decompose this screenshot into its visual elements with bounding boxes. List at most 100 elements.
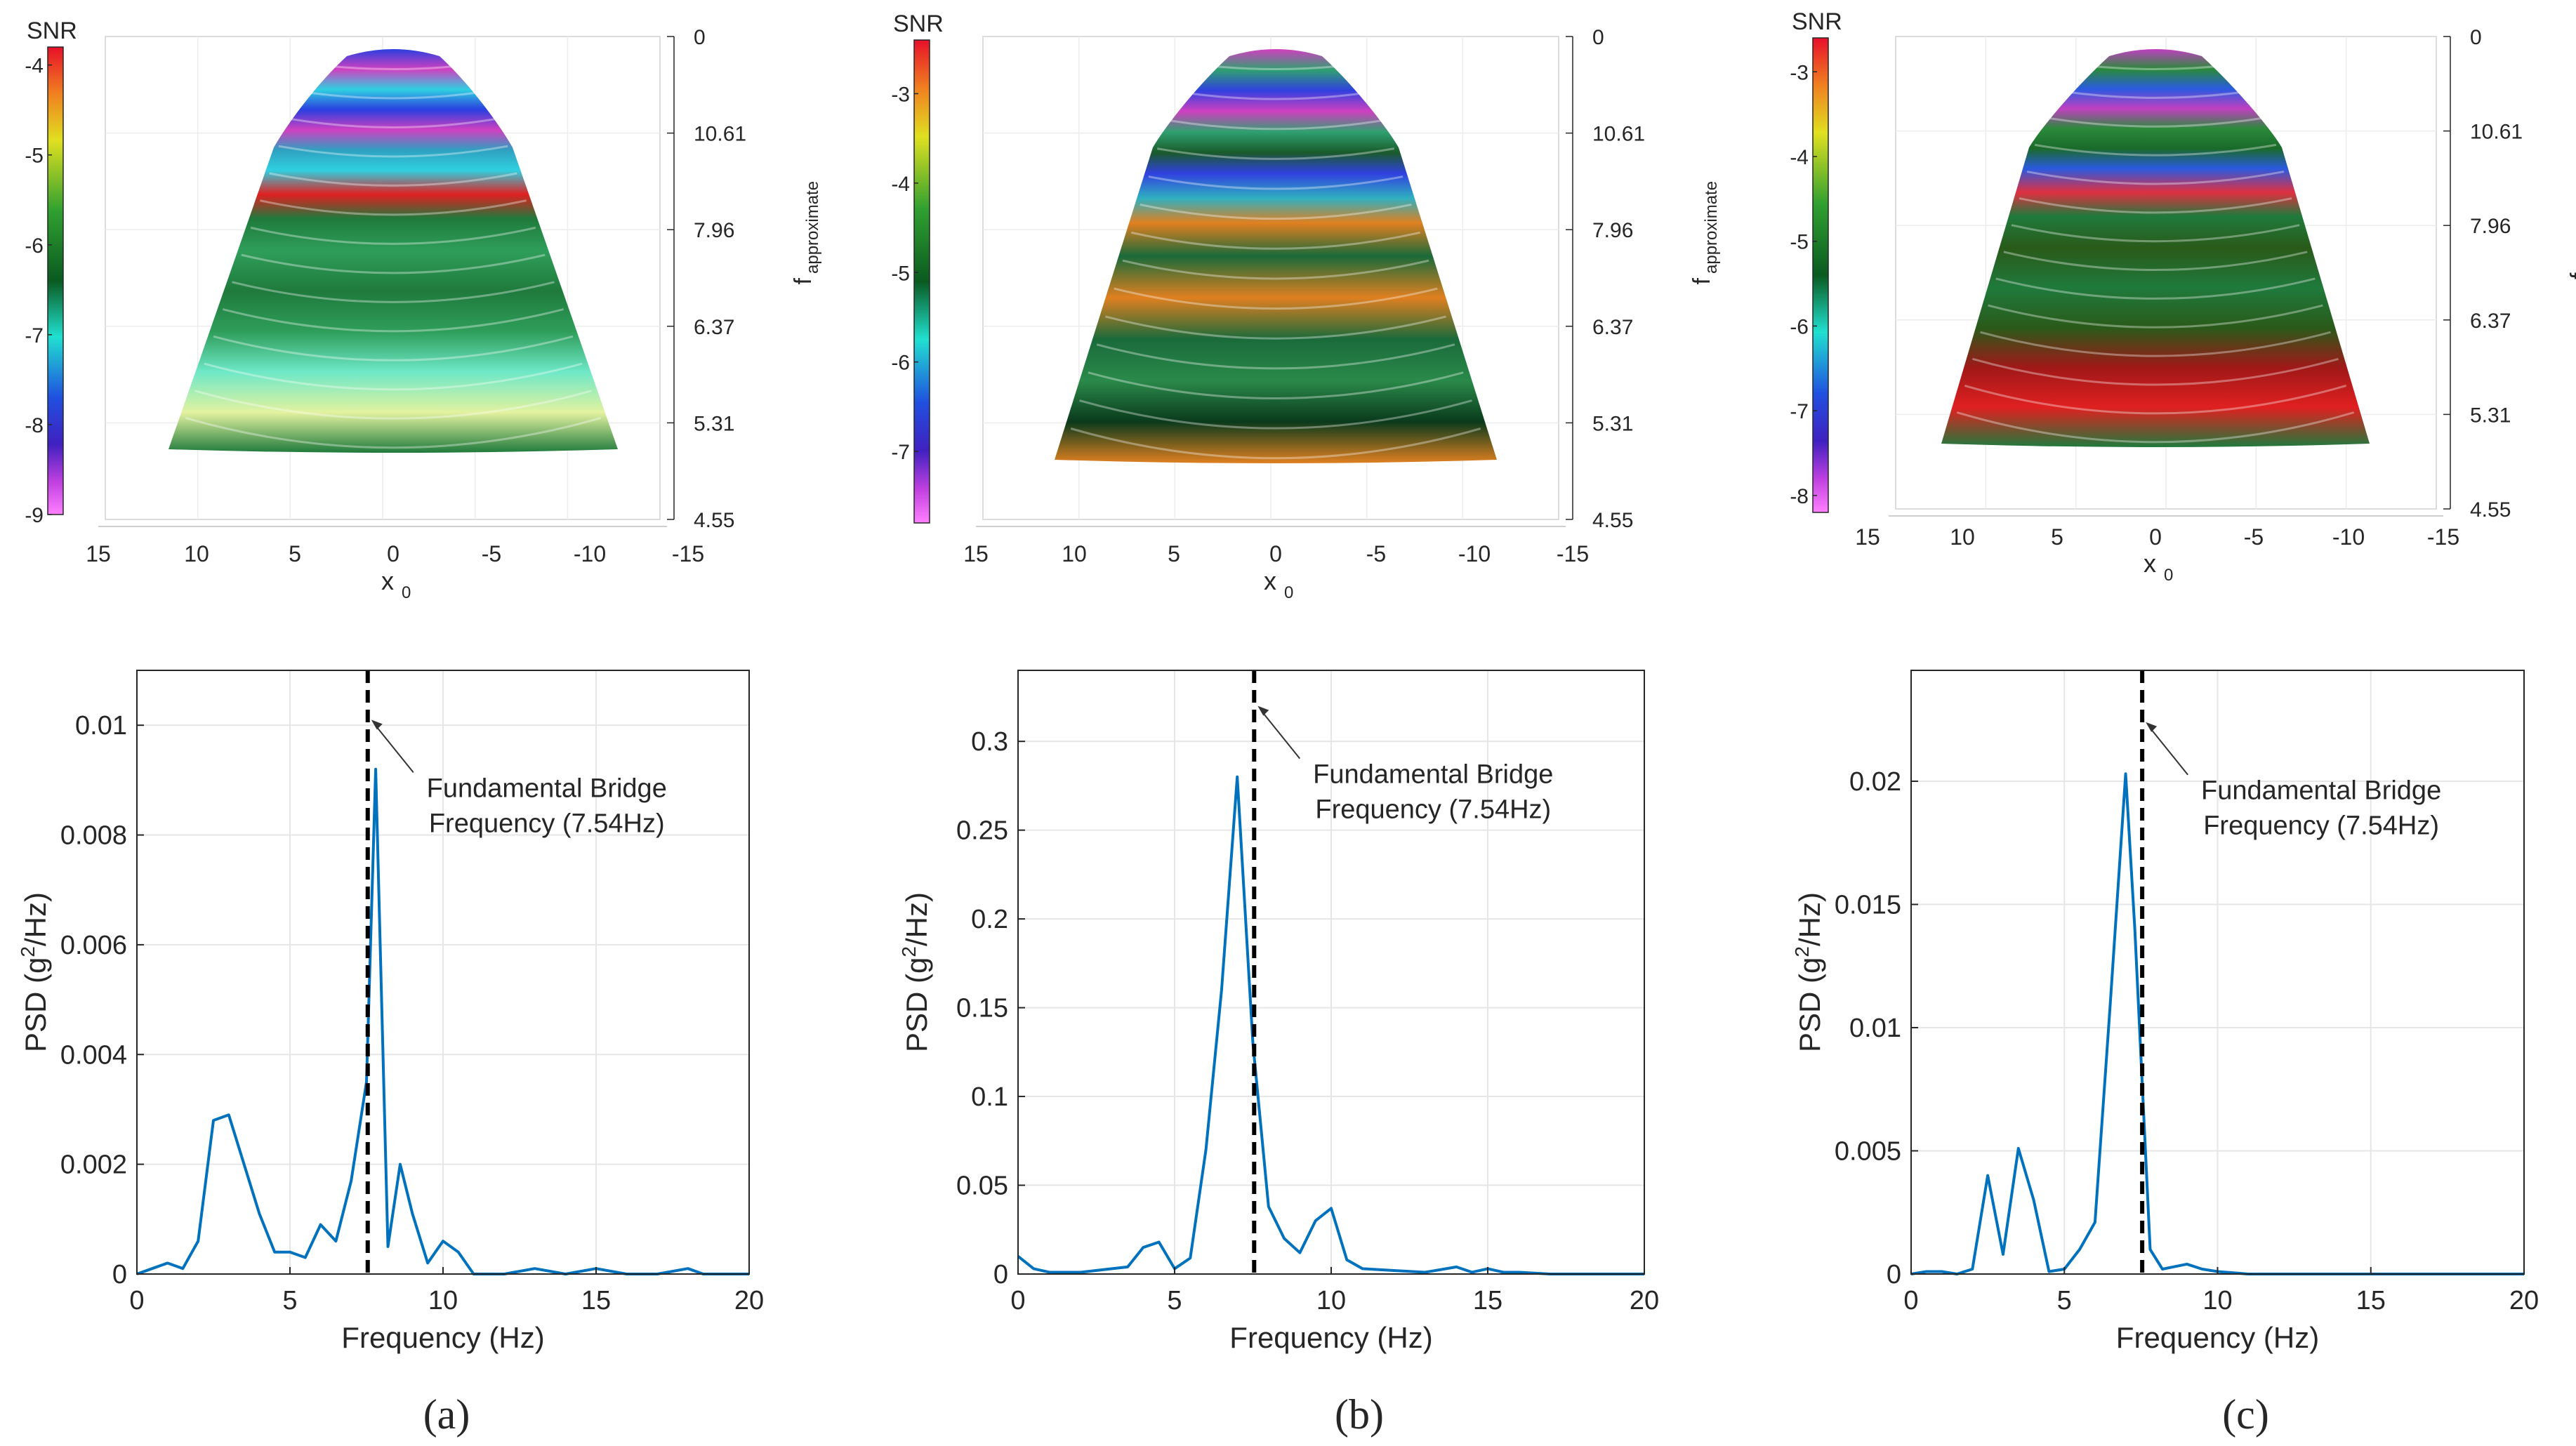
surface-mesh: [1941, 49, 2370, 447]
surface-ripple: [1197, 63, 1354, 70]
f-axis-tick-label: 10.61: [2470, 121, 2523, 144]
f-axis-tick-label: 6.37: [694, 316, 734, 339]
surface-ripple: [2011, 224, 2300, 243]
y-axis-label-tail: /Hz): [19, 892, 52, 946]
x0-axis-label-sub: 0: [402, 583, 411, 602]
colorbar-tick-label: -5: [1790, 231, 1809, 254]
x0-axis-tick-label: -5: [2244, 524, 2264, 550]
surface-ripple: [269, 172, 517, 187]
surface-ripple: [213, 335, 574, 362]
x0-axis-tick-label: 5: [1168, 541, 1180, 566]
x0-axis-label-main: x: [1264, 566, 1276, 595]
colorbar-scale: [1812, 37, 1829, 513]
f-axis-label: f approximate: [1689, 181, 1721, 285]
x0-axis-tick-label: 15: [1855, 524, 1880, 550]
surface-ripple: [1122, 259, 1429, 280]
annotation-line-2: Frequency (7.54Hz): [1315, 795, 1551, 825]
surface-ripple: [1156, 147, 1395, 160]
f-axis-tick-label: 4.55: [2470, 498, 2511, 522]
x0-axis-tick-label: 10: [184, 541, 209, 566]
f-axis-tick-label: 0: [694, 26, 706, 49]
annotation-arrow-line: [1261, 710, 1301, 760]
colorbar-tick-label: -7: [1790, 400, 1809, 423]
y-axis-label-sup: 2: [898, 946, 920, 957]
panel-label: (b): [1335, 1391, 1384, 1438]
surface-ripple: [278, 145, 508, 158]
panel-a: SNR -4 -5 -6 -7 -8 -9 0 10.61 7.96 6.37 5.31 4.55 f ap…: [17, 18, 822, 1438]
annotation-arrow-head: [371, 719, 383, 730]
surface-ripple: [1995, 277, 2316, 300]
surface-ripple: [194, 390, 592, 420]
x0-axis-tick-label: 0: [1269, 541, 1282, 566]
x0-axis-tick-label: -5: [482, 541, 501, 566]
surface-ripple: [2048, 117, 2263, 128]
colorbar-title: SNR: [893, 11, 944, 37]
colorbar-tick-label: -7: [25, 324, 44, 347]
surface-ripple: [1079, 399, 1472, 430]
surface-plot-3d: SNR -3 -4 -5 -6 -7 0 10.61 7.96 6.37 5.31 4.55 f appr…: [891, 11, 1721, 602]
x0-axis-tick-label: 15: [86, 541, 111, 566]
x0-axis-tick-label: -10: [2332, 524, 2365, 550]
surface-ripple: [1088, 371, 1464, 399]
panel-b: SNR -3 -4 -5 -6 -7 0 10.61 7.96 6.37 5.31 4.55 f appr…: [891, 11, 1721, 1438]
y-tick-label: 0.006: [60, 931, 127, 960]
y-axis-label-main: PSD (g: [900, 957, 933, 1052]
f-axis-label-sub: approximate: [1702, 181, 1721, 274]
x0-axis-tick-label: 10: [1062, 541, 1087, 566]
surface-ripple: [315, 63, 472, 70]
x-tick-label: 20: [734, 1286, 764, 1315]
y-tick-label: 0: [112, 1260, 127, 1289]
colorbar-tick-label: -8: [1790, 485, 1809, 508]
y-tick-label: 0.015: [1835, 890, 1901, 920]
y-tick-label: 0.1: [971, 1082, 1008, 1112]
f-axis-tick-label: 5.31: [694, 412, 734, 435]
surface-ripple: [1956, 411, 2355, 444]
x0-axis-tick-label: 5: [289, 541, 301, 566]
x-tick-label: 15: [1473, 1286, 1502, 1315]
surface-ripple: [232, 281, 555, 303]
f-axis-label-main: f: [1689, 277, 1715, 284]
f-axis-tick-label: 4.55: [1592, 509, 1633, 532]
surface-ripple: [1148, 175, 1403, 190]
colorbar-title: SNR: [1792, 8, 1842, 35]
x0-axis-tick-label: -15: [672, 541, 704, 566]
panel-label: (a): [423, 1391, 470, 1438]
x0-axis-tick-label: -5: [1366, 541, 1386, 566]
y-axis-label-sup: 2: [17, 946, 39, 957]
colorbar-tick-label: -3: [891, 83, 910, 106]
x0-axis: 15 10 5 0 -5 -10 -15 x 0: [86, 541, 704, 602]
y-tick-label: 0.008: [60, 821, 127, 851]
x-axis-label: Frequency (Hz): [1229, 1321, 1432, 1354]
surface-ripple: [1070, 427, 1481, 460]
f-axis-label-main: f: [790, 277, 817, 284]
colorbar-tick-label: -6: [1790, 315, 1809, 338]
y-axis-label-sup: 2: [1791, 946, 1813, 957]
y-tick-label: 0.02: [1849, 767, 1901, 797]
x0-axis-tick-label: 0: [2149, 524, 2162, 550]
f-axis-tick-label: 0: [2470, 26, 2482, 49]
x-tick-label: 5: [2057, 1286, 2072, 1315]
x-tick-label: 10: [428, 1286, 458, 1315]
annotation-arrow-head: [1257, 705, 1269, 716]
x0-axis-label-sub: 0: [2164, 566, 2173, 585]
panel-label: (c): [2222, 1391, 2269, 1438]
surface-ripple: [303, 91, 484, 100]
f-axis-tick-label: 7.96: [694, 219, 734, 242]
colorbar: SNR -3 -4 -5 -6 -7: [891, 11, 944, 524]
y-axis-label: PSD (g2/Hz): [898, 892, 933, 1052]
surface-ripple: [1114, 287, 1438, 310]
x-tick-label: 10: [1316, 1286, 1346, 1315]
colorbar-tick-label: -6: [891, 352, 910, 375]
surface-mesh: [169, 49, 618, 453]
colorbar-tick-label: -7: [891, 441, 910, 464]
y-tick-label: 0.002: [60, 1150, 127, 1180]
y-tick-label: 0: [1887, 1260, 1901, 1289]
surface-ripple: [1964, 384, 2347, 415]
surface-ripple: [1096, 343, 1455, 370]
x0-axis-tick-label: -15: [1557, 541, 1589, 566]
x-tick-label: 0: [1903, 1286, 1918, 1315]
